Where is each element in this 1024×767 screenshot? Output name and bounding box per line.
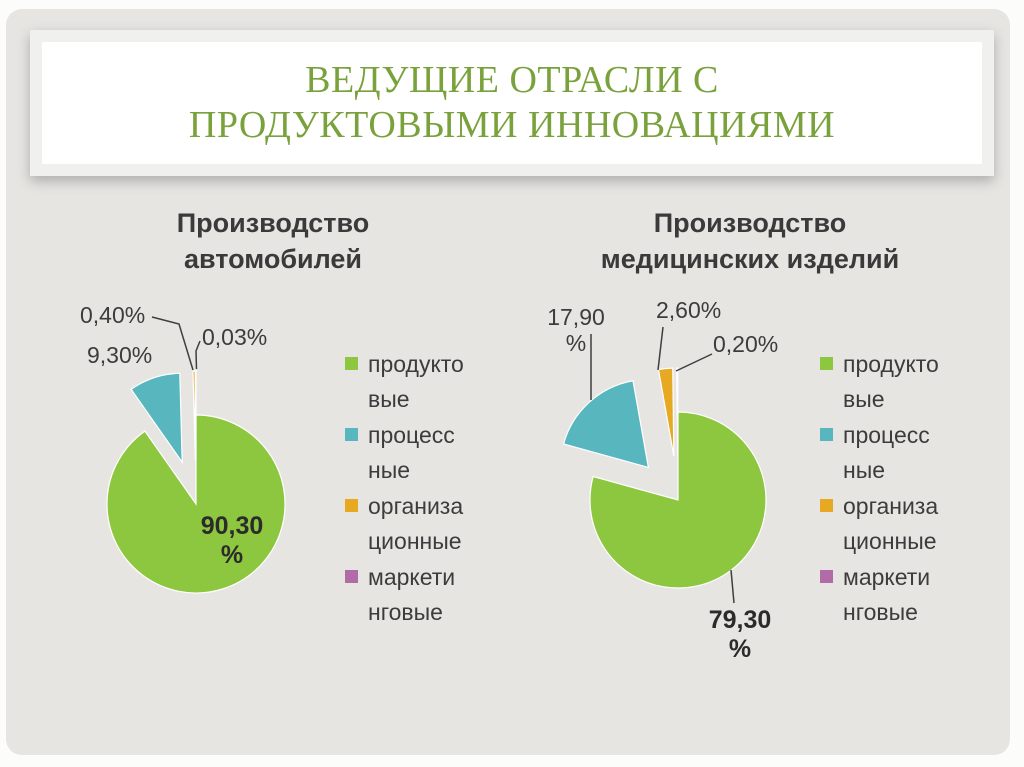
legend-item-process: процесс ные [345,418,495,488]
legend-swatch-process-icon [820,428,833,441]
legend-item-marketing: маркети нговые [345,560,495,630]
label-process-auto: 9,30% [87,342,153,368]
legend-swatch-product-icon [820,357,833,370]
label-org-auto: 0,40% [80,302,146,328]
legend-label-organizational: организа ционные [368,493,464,554]
legend-item-organizational: организа ционные [820,489,970,559]
label-marketing-auto: 0,03% [202,324,268,350]
legend-label-organizational: организа ционные [843,493,939,554]
chart-title-medical: Производство медицинских изделий [600,208,900,274]
legend-swatch-organizational-icon [820,499,833,512]
legend-swatch-marketing-icon [345,570,358,583]
legend-label-product: продукто вые [368,351,464,412]
legend-automobiles: продукто вые процесс ные организа ционны… [345,347,495,631]
label-product-auto: 90,30 % [200,512,264,569]
legend-item-organizational: организа ционные [345,489,495,559]
legend-swatch-marketing-icon [820,570,833,583]
title-banner: ВЕДУЩИЕ ОТРАСЛИ С ПРОДУКТОВЫМИ ИННОВАЦИЯ… [30,30,994,176]
legend-label-process: процесс ные [843,422,930,483]
legend-label-marketing: маркети нговые [368,564,456,625]
legend-item-marketing: маркети нговые [820,560,970,630]
legend-medical: продукто вые процесс ные организа ционны… [820,347,970,631]
legend-swatch-product-icon [345,357,358,370]
chart-title-automobiles: Производство автомобилей [176,208,370,274]
title-banner-inner: ВЕДУЩИЕ ОТРАСЛИ С ПРОДУКТОВЫМИ ИННОВАЦИЯ… [42,42,982,164]
legend-label-product: продукто вые [843,351,939,412]
label-process-med: 17,90 % [547,304,605,356]
legend-item-product: продукто вые [345,347,495,417]
legend-label-process: процесс ные [368,422,455,483]
label-marketing-med: 0,20% [713,331,779,357]
legend-swatch-process-icon [345,428,358,441]
legend-item-product: продукто вые [820,347,970,417]
legend-swatch-organizational-icon [345,499,358,512]
legend-item-process: процесс ные [820,418,970,488]
label-org-med: 2,60% [656,297,722,323]
legend-label-marketing: маркети нговые [843,564,931,625]
label-product-med: 79,30 % [708,606,772,663]
slide-title: ВЕДУЩИЕ ОТРАСЛИ С ПРОДУКТОВЫМИ ИННОВАЦИЯ… [188,59,836,146]
